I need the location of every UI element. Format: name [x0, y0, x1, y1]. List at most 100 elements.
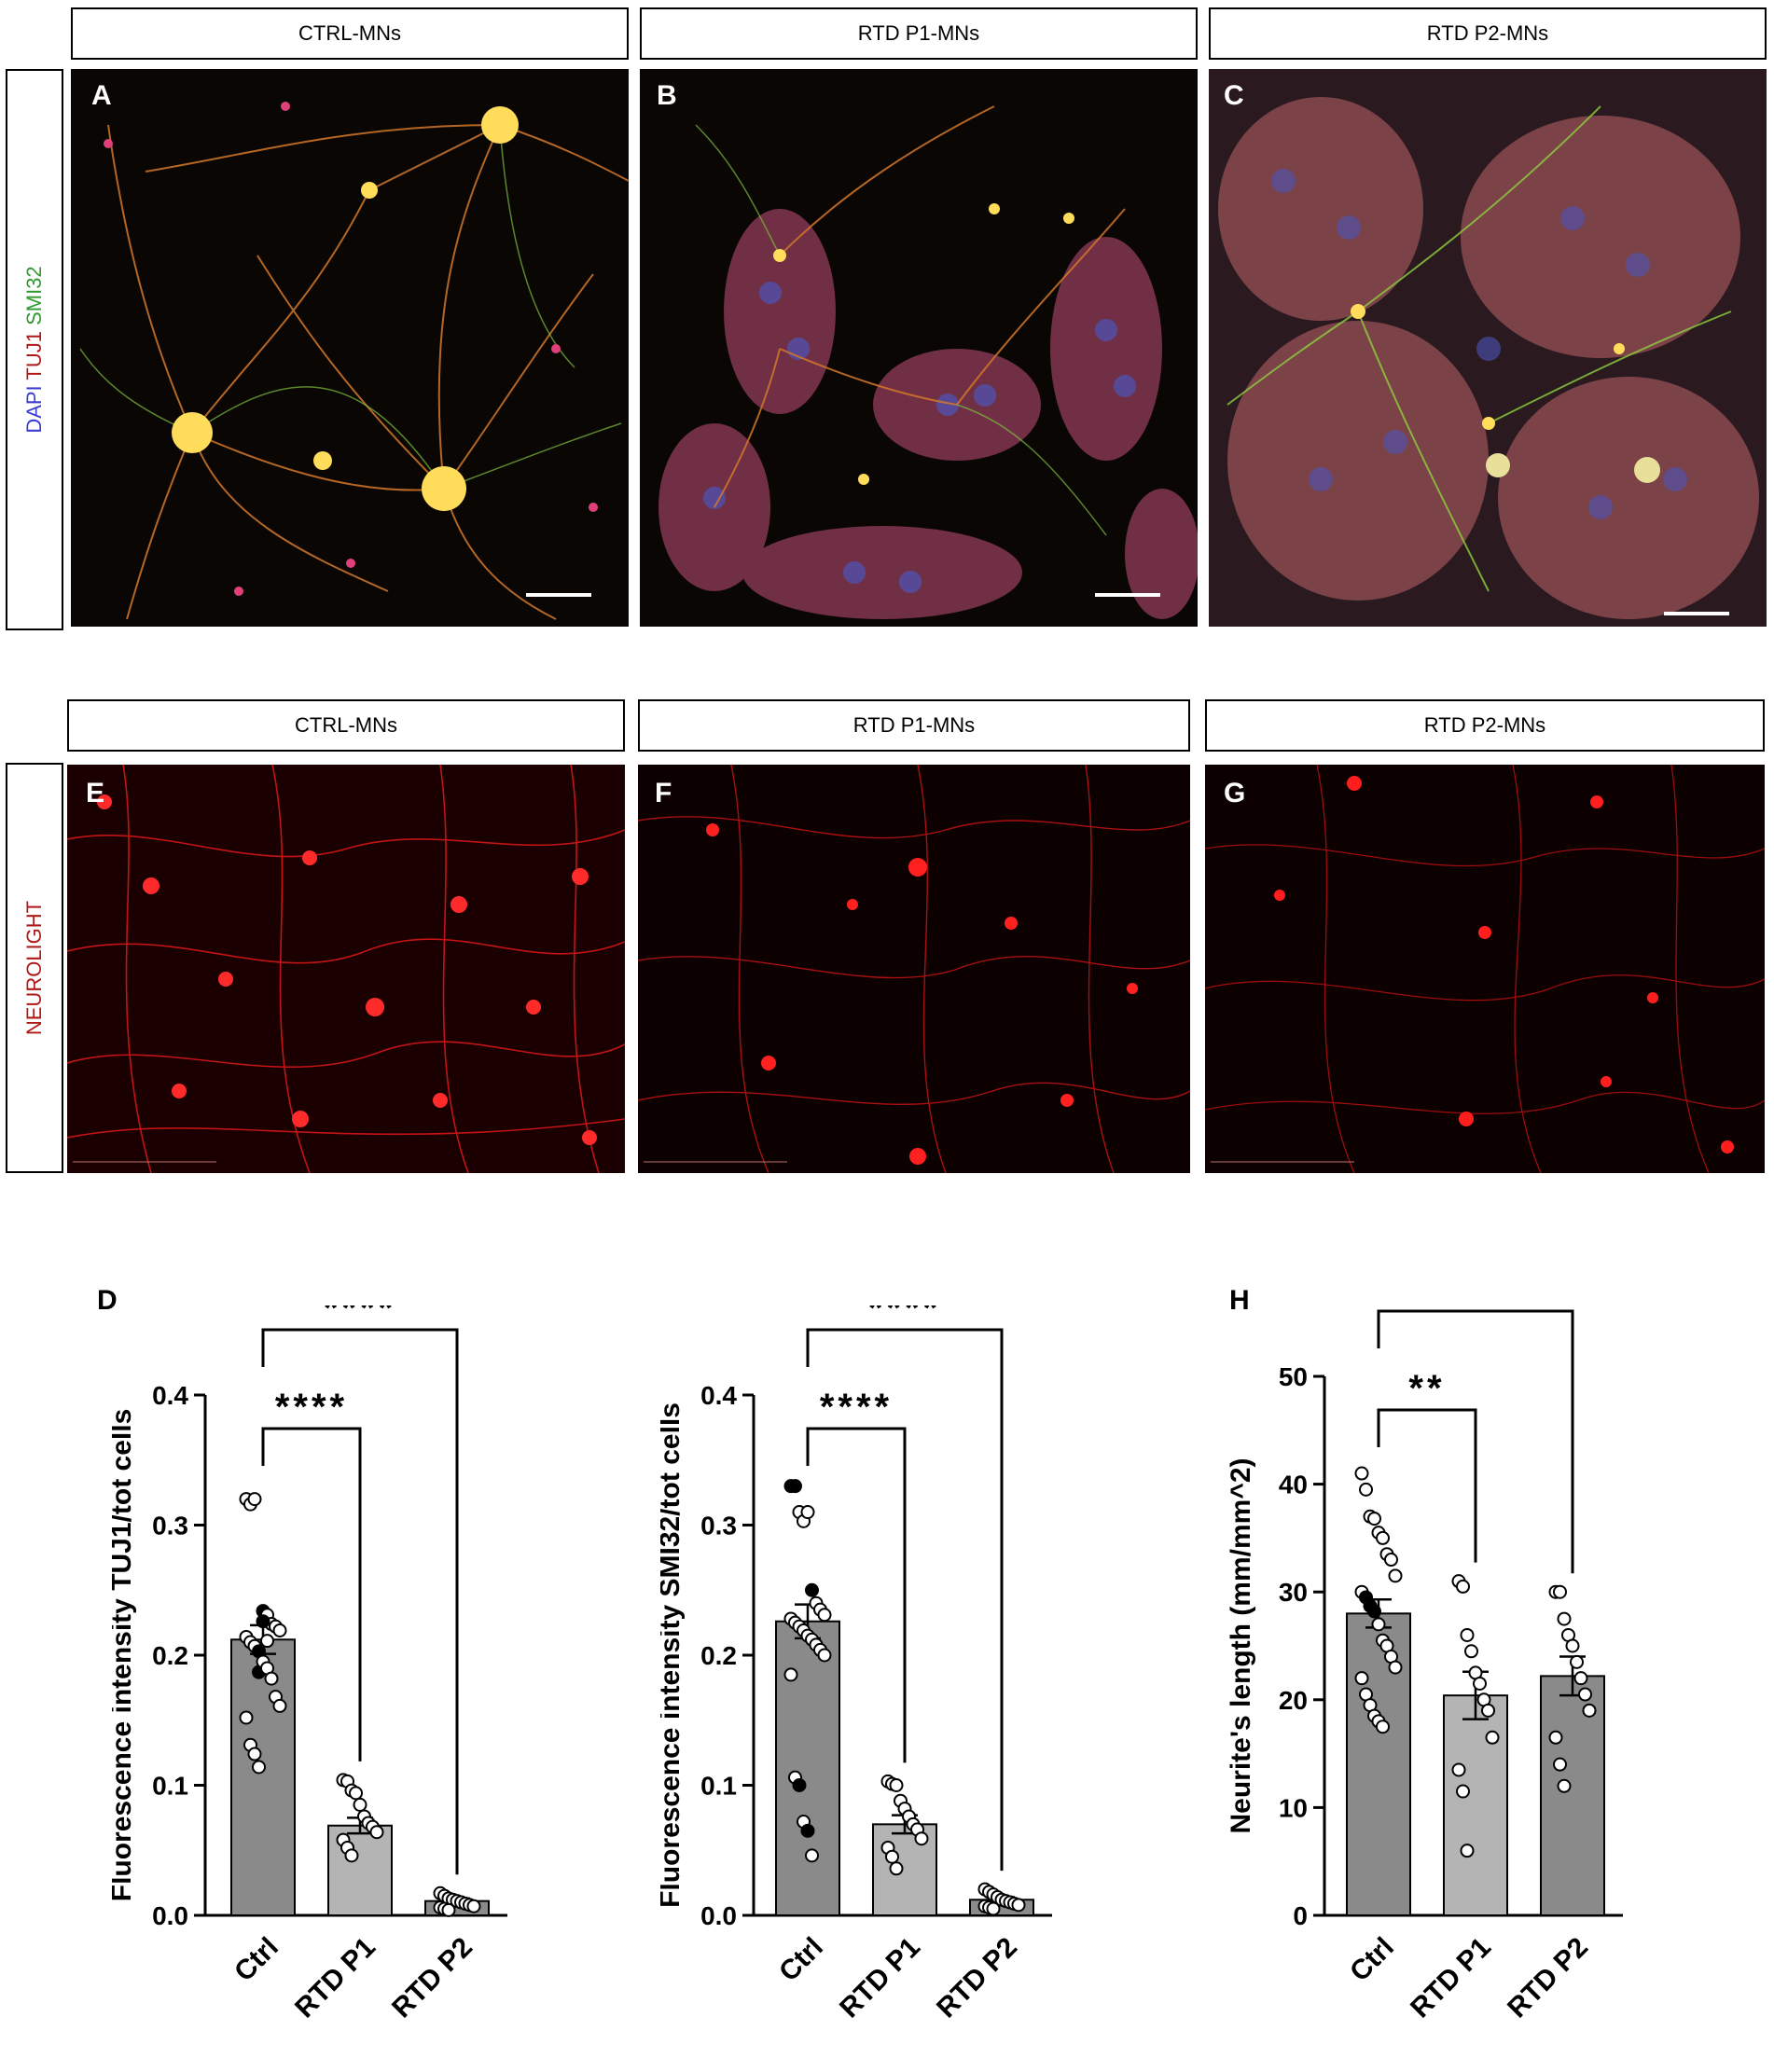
data-point: [885, 1849, 899, 1864]
data-point: [1578, 1687, 1592, 1702]
tuj1-label: TUJ1: [22, 331, 46, 380]
significance-label: ****: [275, 1387, 348, 1428]
panel-letter-d: D: [97, 1285, 118, 1316]
data-point: [792, 1778, 807, 1792]
data-point: [1582, 1703, 1597, 1718]
data-point: [1354, 1671, 1369, 1686]
chart-smi32: 0.0 0.1 0.2 0.3 0.4 Fluorescence intensity SM…: [660, 1305, 1052, 2024]
data-point: [1553, 1757, 1567, 1772]
y-tick-label: 20: [1279, 1686, 1308, 1715]
y-tick-label: 0.1: [700, 1772, 737, 1801]
micrograph-e-image: [67, 765, 625, 1173]
y-tick-label: 0.3: [700, 1512, 737, 1540]
data-point: [1376, 1530, 1390, 1545]
panel-letter-h: H: [1229, 1285, 1250, 1316]
y-tick-label: 40: [1279, 1471, 1308, 1499]
y-axis-label: Fluorescence intensity TUJ1/tot cells: [112, 1409, 137, 1902]
data-point: [349, 1786, 363, 1801]
micrograph-f-image: [638, 765, 1190, 1173]
y-tick-label: 50: [1279, 1362, 1308, 1391]
significance-label: ****: [868, 1305, 941, 1329]
micrograph-g: [1205, 765, 1765, 1173]
data-point: [788, 1479, 802, 1494]
y-tick-label: 0.2: [152, 1641, 188, 1670]
panel-letter-c: C: [1224, 80, 1244, 111]
chart-tuj1: 0.0 0.1 0.2 0.3 0.4 Fluorescence intensity TU…: [112, 1305, 507, 2024]
micrograph-c-image: [1209, 69, 1767, 627]
micrograph-f: [638, 765, 1190, 1173]
data-point: [1565, 1638, 1580, 1653]
data-point: [1376, 1720, 1390, 1734]
panel-letter-e: E: [86, 778, 105, 808]
category-label: RTD P1: [1405, 1932, 1497, 2024]
data-point: [441, 1902, 456, 1917]
data-point: [805, 1848, 819, 1863]
bar: [1443, 1694, 1508, 1916]
side-label-box-bottom: NEUROLIGHT: [6, 763, 63, 1173]
data-point: [1388, 1568, 1403, 1583]
data-point: [247, 1747, 262, 1761]
stain-label-top: DAPI TUJ1 SMI32: [22, 266, 47, 433]
data-point: [252, 1760, 266, 1775]
data-point: [466, 1899, 481, 1913]
y-axis-label: Fluorescence intensity SMI32/tot cells: [660, 1402, 686, 1908]
category-label: RTD P2: [386, 1932, 478, 2024]
data-point: [1557, 1778, 1572, 1793]
data-point: [239, 1710, 254, 1725]
data-point: [986, 1901, 1001, 1916]
category-label: RTD P1: [834, 1932, 926, 2024]
chart-neurite-length: 0 10 20 30 40 50 Neurite's length (mm/mm^2) Ctr…: [1226, 1305, 1623, 2024]
y-tick-label: 30: [1279, 1578, 1308, 1607]
data-point: [260, 1634, 274, 1649]
data-point: [353, 1797, 367, 1812]
data-point: [1460, 1844, 1475, 1858]
neurolight-label: NEUROLIGHT: [22, 900, 46, 1036]
significance-label: **: [1408, 1368, 1445, 1409]
category-label: Ctrl: [1344, 1932, 1400, 1988]
bar: [775, 1620, 840, 1916]
data-point: [1548, 1730, 1563, 1745]
data-point: [1456, 1784, 1470, 1799]
header-p1-top: RTD P1-MNs: [640, 7, 1198, 60]
category-label: Ctrl: [229, 1932, 284, 1988]
header-p1-bottom: RTD P1-MNs: [638, 699, 1190, 752]
data-point: [1481, 1703, 1495, 1718]
header-ctrl-top: CTRL-MNs: [71, 7, 629, 60]
significance-bracket: [806, 1427, 907, 1763]
data-point: [889, 1861, 904, 1876]
bar: [230, 1638, 296, 1916]
data-point: [1388, 1660, 1403, 1675]
category-label: RTD P2: [1502, 1932, 1594, 2024]
data-point: [1473, 1676, 1487, 1691]
data-point: [914, 1831, 929, 1846]
y-tick-label: 0.1: [152, 1772, 188, 1801]
data-point: [1384, 1553, 1398, 1568]
data-point: [800, 1823, 815, 1838]
category-label: Ctrl: [773, 1932, 829, 1988]
data-point: [1451, 1762, 1466, 1777]
y-tick-label: 0.3: [152, 1512, 188, 1540]
panel-letter-g: G: [1224, 778, 1246, 808]
y-tick-label: 0.0: [152, 1901, 188, 1930]
data-point: [1456, 1579, 1470, 1594]
data-point: [817, 1608, 832, 1623]
significance-bracket: [1377, 1309, 1574, 1574]
smi32-label: SMI32: [22, 266, 46, 325]
significance-bracket: [261, 1427, 362, 1761]
data-point: [272, 1698, 287, 1713]
significance-label: ****: [324, 1305, 396, 1329]
data-point: [805, 1582, 819, 1597]
data-point: [256, 1614, 270, 1629]
data-point: [1371, 1617, 1386, 1632]
data-point: [1354, 1466, 1369, 1481]
panel-letter-a: A: [91, 80, 112, 111]
micrograph-b: [640, 69, 1198, 627]
micrograph-b-image: [640, 69, 1198, 627]
panel-letter-f: F: [655, 778, 672, 808]
y-axis-label: Neurite's length (mm/mm^2): [1226, 1457, 1256, 1833]
bar: [1346, 1612, 1411, 1916]
data-point: [1573, 1671, 1588, 1686]
data-point: [247, 1492, 262, 1507]
y-tick-label: 0: [1293, 1901, 1308, 1930]
significance-label: ****: [820, 1387, 893, 1428]
